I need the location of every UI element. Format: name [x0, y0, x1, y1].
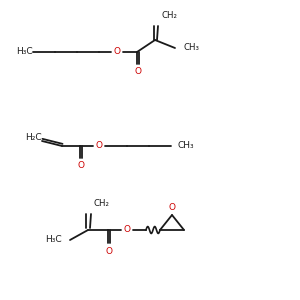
Text: CH₃: CH₃	[183, 44, 199, 52]
Text: O: O	[124, 226, 130, 235]
Text: H₂C: H₂C	[26, 134, 42, 142]
Text: O: O	[106, 247, 112, 256]
Text: H₃C: H₃C	[45, 236, 62, 244]
Text: CH₃: CH₃	[178, 142, 195, 151]
Text: CH₂: CH₂	[94, 199, 110, 208]
Text: O: O	[134, 68, 142, 76]
Text: O: O	[113, 47, 121, 56]
Text: CH₂: CH₂	[161, 11, 177, 20]
Text: O: O	[169, 202, 176, 211]
Text: O: O	[77, 161, 85, 170]
Text: H₃C: H₃C	[16, 47, 33, 56]
Text: O: O	[95, 142, 103, 151]
